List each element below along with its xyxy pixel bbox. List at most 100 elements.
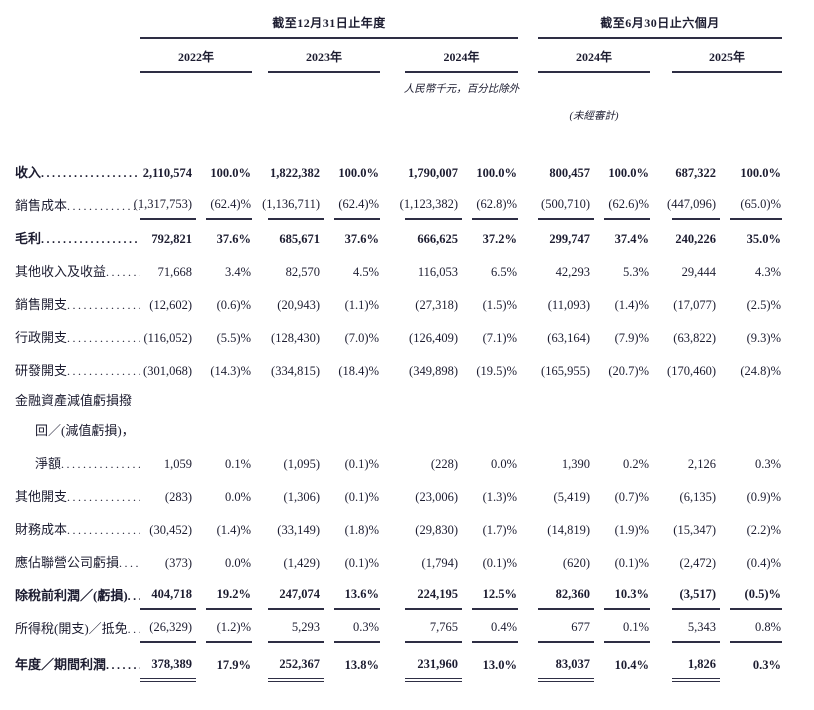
cell-percent: (1.1)% [344,298,379,312]
cell-value: 71,668 [157,265,192,279]
row-label: 收入 [15,162,140,187]
row-label: 銷售開支 [15,294,140,319]
row-label: 淨額 [15,453,140,478]
cell-percent: (65.0)% [730,197,782,220]
cell-percent: 0.1% [224,457,251,471]
dot-leader [67,298,140,313]
cell-percent: 0.2% [622,457,649,471]
cell-value: 2,110,574 [142,166,192,180]
cell-value: (126,409) [409,331,458,345]
row-label-text: 除稅前利潤／(虧損) [15,588,128,603]
cell-percent: (20.7)% [608,364,649,378]
cell-value: 800,457 [549,166,590,180]
cell-percent: 37.6% [216,232,251,246]
cell-value: (3,517) [672,587,720,610]
unit-note: 人民幣千元，百分比除外 [403,84,520,95]
cell-percent: (0.1)% [344,457,379,471]
row-label-text: 銷售開支 [15,297,68,312]
year-label-2023: 2023年 [268,39,380,73]
cell-percent: (62.4)% [206,197,252,220]
cell-value: (447,096) [667,197,720,220]
cell-percent: (2.2)% [746,523,781,537]
cell-percent: (14.3)% [210,364,251,378]
dot-leader [41,166,140,181]
table-row: 其他開支 (283) 0.0% (1,306) (0.1)% (23,006) (1.3)… [15,478,797,511]
cell-percent: 100.0% [476,166,517,180]
cell-value: (12,602) [149,298,192,312]
row-label: 財務成本 [15,519,140,544]
cell-percent: (1.2)% [206,620,252,643]
row-label-text: 金融資產減值虧損撥 [15,393,133,408]
cell-percent: 0.0% [224,556,251,570]
dot-leader [67,364,140,379]
cell-value: 252,367 [268,657,324,682]
cell-percent: 5.3% [622,265,649,279]
cell-percent: 6.5% [490,265,517,279]
cell-value: (373) [164,556,192,570]
dot-leader [106,265,140,280]
cell-percent: 10.4% [614,658,649,672]
cell-percent: 13.6% [334,587,380,610]
cell-percent: (0.1)% [614,556,649,570]
table-row: 收入 2,110,574 100.0% 1,822,382 100.0% 1,790,0… [15,154,797,187]
cell-value: (170,460) [667,364,716,378]
table-body: 收入 2,110,574 100.0% 1,822,382 100.0% 1,790,0… [15,154,797,682]
cell-percent: 0.1% [604,620,650,643]
cell-value: (11,093) [547,298,590,312]
row-label-text: 銷售成本 [15,198,68,213]
row-label: 行政開支 [15,327,140,352]
cell-percent: (24.8)% [740,364,781,378]
cell-value: (1,123,382) [400,197,462,220]
cell-percent: 0.0% [490,457,517,471]
cell-value: 1,826 [672,657,720,682]
cell-percent: 35.0% [746,232,781,246]
cell-percent: (0.1)% [344,490,379,504]
cell-value: 666,625 [417,232,458,246]
cell-value: (27,318) [415,298,458,312]
cell-percent: 100.0% [210,166,251,180]
cell-value: (20,943) [277,298,320,312]
cell-percent: (62.8)% [472,197,518,220]
cell-percent: (0.6)% [216,298,251,312]
dot-leader [67,199,140,214]
cell-value: 29,444 [681,265,716,279]
table-row: 研發開支 (301,068) (14.3)% (334,815) (18.4)% (34… [15,352,797,385]
cell-value: 7,765 [405,620,462,643]
cell-value: (29,830) [415,523,458,537]
cell-value: (2,472) [679,556,716,570]
cell-percent: (5.5)% [216,331,251,345]
cell-percent: (1.4)% [614,298,649,312]
table-row: 淨額 1,059 0.1% (1,095) (0.1)% (228) 0.0% 1,390 0… [15,445,797,478]
cell-value: (17,077) [673,298,716,312]
cell-percent: 0.3% [752,658,781,672]
cell-value: (1,095) [283,457,320,471]
cell-percent: 100.0% [608,166,649,180]
cell-percent: (9.3)% [746,331,781,345]
row-label: 應佔聯營公司虧損 [15,552,140,577]
cell-percent: 0.3% [334,620,380,643]
row-label-text: 淨額 [35,456,62,471]
dot-leader [128,589,140,604]
unaudited-note: (未經審計) [569,111,619,122]
cell-value: 1,822,382 [270,166,320,180]
cell-percent: (0.9)% [746,490,781,504]
cell-percent: 0.4% [472,620,518,643]
cell-value: 240,226 [675,232,716,246]
cell-value: (33,149) [277,523,320,537]
cell-value: 1,059 [163,457,192,471]
cell-percent: (0.1)% [344,556,379,570]
cell-percent: 17.9% [216,658,251,672]
unaudited-note-row: (未經審計) [15,96,797,123]
cell-percent: (0.7)% [614,490,649,504]
cell-value: 83,037 [538,657,594,682]
dot-leader [67,523,140,538]
unit-note-row: 人民幣千元，百分比除外 [15,73,797,96]
row-label: 銷售成本 [15,195,140,220]
table-row: 回／(減值虧損)， [15,415,797,445]
cell-value: (349,898) [409,364,458,378]
row-label: 毛利 [15,228,140,253]
cell-value: (23,006) [415,490,458,504]
year-label-2025: 2025年 [672,39,782,73]
cell-percent: (1.9)% [614,523,649,537]
table-row: 金融資產減值虧損撥 [15,385,797,415]
